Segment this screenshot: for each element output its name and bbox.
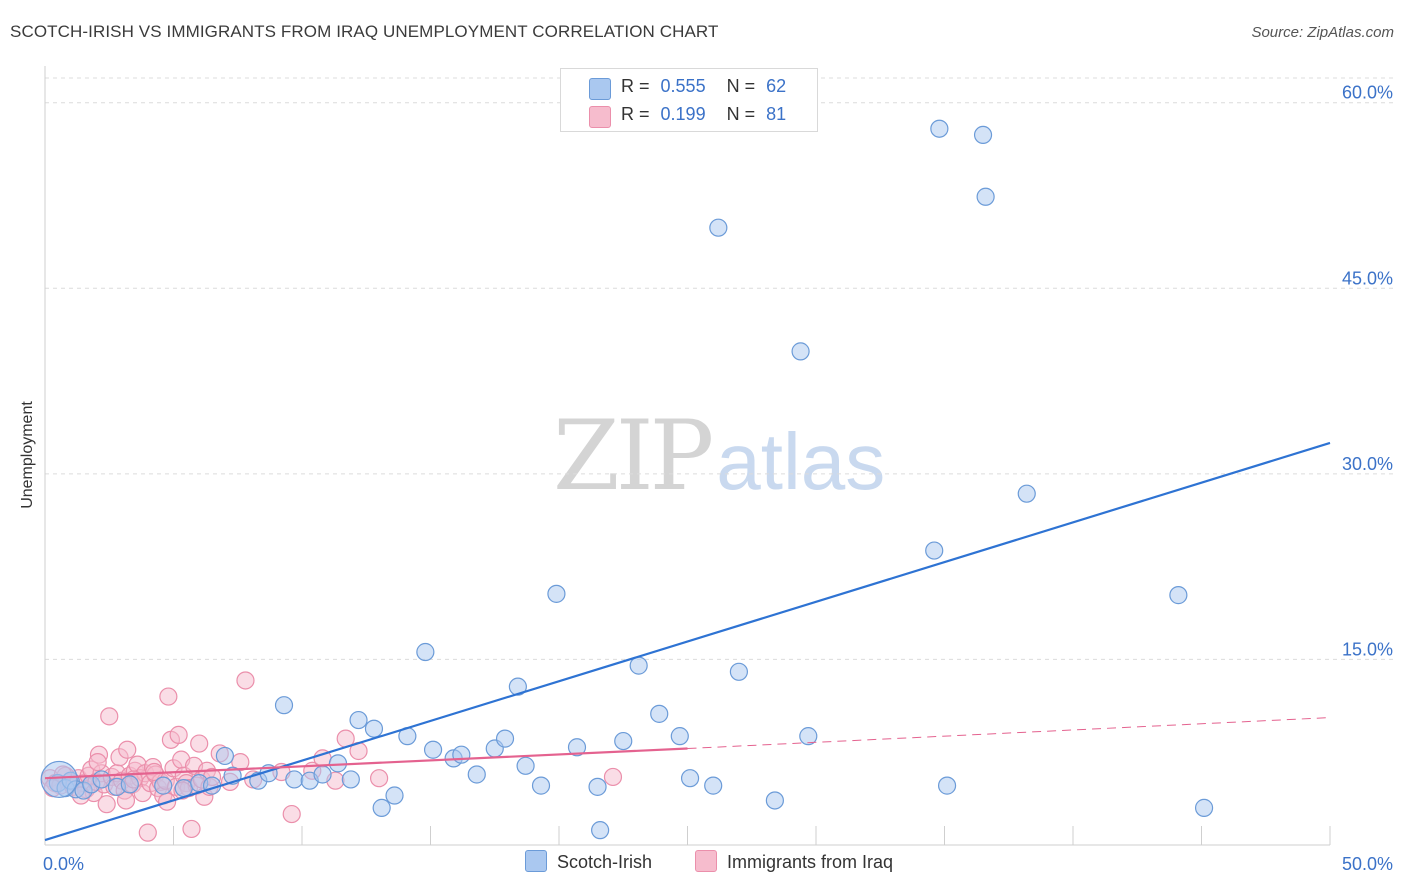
r-label: R =	[621, 76, 650, 96]
scotch-irish-point	[92, 770, 111, 789]
scotch-irish-point	[547, 584, 566, 603]
scotch-irish-point	[372, 798, 391, 817]
scotch-irish-point	[567, 738, 587, 757]
scotch-irish-point	[120, 775, 139, 794]
gridlines	[45, 77, 1395, 660]
tick-labels: 15.0% 30.0% 45.0% 60.0% 0.0% 50.0%	[43, 83, 1393, 874]
iraq-point	[370, 769, 389, 788]
scotch-irish-point	[385, 786, 404, 805]
scotch-irish-point	[704, 776, 723, 795]
scotch-irish-point	[516, 756, 535, 775]
scotch-irish-point	[341, 770, 360, 789]
source-credit: Source: ZipAtlas.com	[1251, 24, 1394, 41]
scotch-irish-point	[680, 769, 700, 788]
n-value: 62	[766, 76, 787, 96]
chart-title: SCOTCH-IRISH VS IMMIGRANTS FROM IRAQ UNE…	[10, 22, 719, 41]
trendline-iraq-extension	[687, 717, 1331, 750]
axes	[44, 66, 1331, 846]
scotch-irish-point	[614, 731, 633, 751]
scotch-irish-point	[174, 778, 193, 798]
scotch-irish-point	[670, 727, 689, 746]
scotch-irish-point	[591, 821, 610, 840]
scotch-irish-point	[508, 677, 527, 696]
scotch-irish-point	[925, 541, 944, 560]
y-tick-label: 60.0%	[1342, 83, 1393, 103]
watermark: ZIPatlas	[553, 400, 885, 512]
scotch-irish-point	[274, 696, 294, 715]
scotch-irish-point	[709, 218, 728, 237]
legend-item-scotch-irish: Scotch-Irish	[525, 850, 652, 873]
legend-label: Scotch-Irish	[557, 852, 653, 872]
scotch-irish-point	[650, 704, 669, 723]
scotch-irish-point	[467, 765, 486, 784]
series-scotch-irish	[40, 119, 1214, 840]
scotch-irish-point	[154, 776, 173, 795]
r-label: R =	[621, 104, 650, 124]
scotch-irish-point	[40, 760, 78, 799]
scotch-irish-point	[729, 662, 749, 681]
n-value: 81	[766, 104, 787, 124]
iraq-point	[190, 734, 209, 753]
iraq-point	[88, 753, 107, 772]
legend-stats-scotch-irish: R = 0.555 N = 62	[621, 76, 786, 97]
trendline-iraq	[44, 747, 688, 780]
scotch-irish-point	[452, 745, 471, 764]
scotch-irish-point	[364, 719, 384, 738]
iraq-point	[138, 823, 157, 842]
iraq-point	[97, 795, 116, 814]
watermark-atlas: atlas	[716, 417, 886, 506]
x-tick-label: 0.0%	[43, 854, 84, 874]
scotch-irish-point	[765, 791, 784, 810]
n-label: N =	[726, 104, 756, 124]
iraq-point	[282, 804, 301, 824]
legend-stats-iraq: R = 0.199 N = 81	[621, 104, 786, 125]
scotch-irish-point	[1169, 586, 1188, 605]
x-tick-label: 50.0%	[1342, 854, 1393, 874]
y-tick-label: 15.0%	[1342, 639, 1393, 659]
r-value: 0.199	[660, 104, 706, 124]
scotch-irish-point	[976, 187, 995, 206]
y-tick-label: 45.0%	[1342, 268, 1393, 288]
scotch-irish-point	[629, 656, 648, 675]
iraq-point	[169, 725, 188, 744]
scotch-irish-point	[416, 642, 435, 662]
legend-item-iraq: Immigrants from Iraq	[695, 850, 893, 873]
iraq-point	[231, 753, 250, 772]
legend-swatch-pink	[589, 106, 611, 128]
scotch-irish-point	[349, 710, 368, 730]
scotch-irish-point	[531, 776, 551, 795]
trendline-scotch-irish	[44, 441, 1331, 842]
y-tick-label: 30.0%	[1342, 454, 1393, 474]
scotch-irish-point	[588, 777, 607, 796]
legend-swatch-pink	[695, 850, 717, 872]
iraq-point	[118, 740, 137, 759]
iraq-point	[236, 671, 255, 690]
legend-swatch-blue	[525, 850, 547, 872]
scotch-irish-point	[1017, 484, 1036, 503]
iraq-point	[100, 707, 119, 726]
correlation-legend: R = 0.555 N = 62 R = 0.199 N = 81	[560, 68, 818, 132]
watermark-zip: ZIP	[553, 400, 714, 512]
scotch-irish-point	[285, 770, 304, 789]
scotch-irish-point	[1194, 798, 1214, 817]
scotch-irish-point	[973, 125, 993, 145]
scotch-irish-point	[799, 727, 818, 746]
iraq-point	[182, 819, 201, 839]
iraq-point	[159, 687, 178, 706]
legend-swatch-blue	[589, 78, 611, 100]
n-label: N =	[726, 76, 756, 96]
trendlines	[44, 441, 1331, 842]
scotch-irish-point	[313, 765, 332, 784]
legend-label: Immigrants from Iraq	[727, 852, 894, 872]
scotch-irish-point	[215, 746, 234, 766]
iraq-point	[603, 767, 623, 787]
r-value: 0.555	[660, 76, 706, 96]
scotch-irish-point	[791, 342, 810, 361]
scotch-irish-point	[495, 729, 515, 748]
scotch-irish-point	[930, 119, 949, 138]
scotch-irish-point	[423, 740, 443, 759]
scotch-irish-point	[937, 776, 957, 795]
